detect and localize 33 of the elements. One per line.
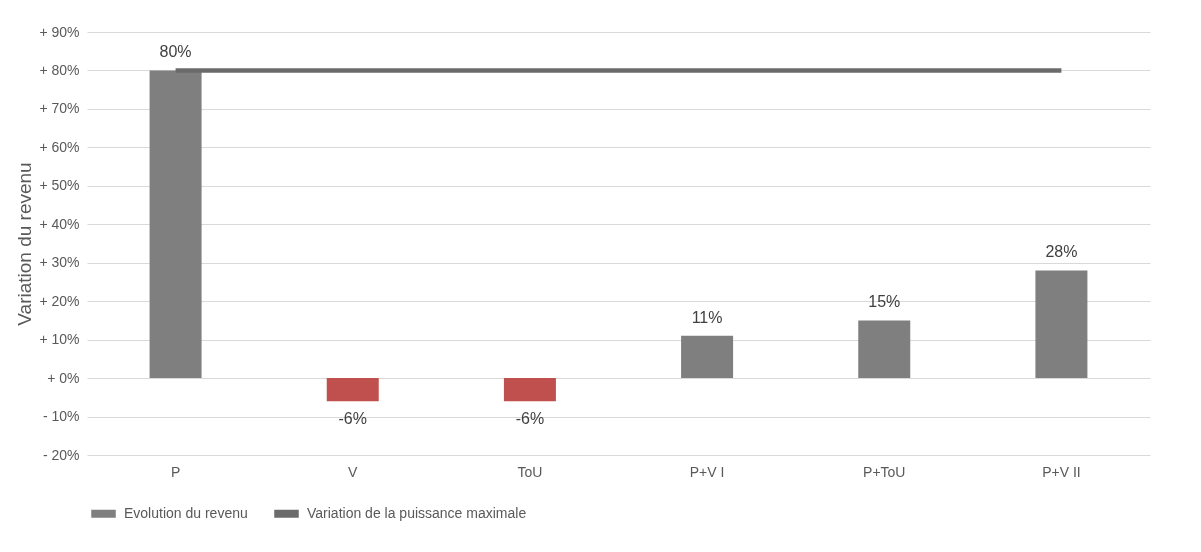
y-tick-label: + 0%	[47, 369, 80, 386]
y-tick-label: - 10%	[42, 408, 80, 425]
bar	[503, 378, 556, 402]
y-tick-label: + 40%	[39, 215, 80, 232]
y-axis-title: Variation du revenu	[14, 162, 36, 326]
x-tick-label: P	[170, 463, 181, 480]
legend-label: Variation de la puissance maximale	[307, 504, 527, 521]
y-tick-label: + 60%	[39, 138, 80, 155]
y-tick-label: + 50%	[39, 177, 80, 194]
bar	[858, 320, 911, 379]
data-label: 80%	[159, 43, 192, 61]
y-tick-label: + 10%	[39, 331, 80, 348]
y-tick-label: - 20%	[42, 446, 80, 463]
data-label: 11%	[691, 308, 723, 326]
data-label: -6%	[515, 410, 545, 428]
y-tick-label: + 30%	[39, 254, 80, 271]
y-tick-label: + 20%	[39, 292, 80, 309]
y-tick-label: + 70%	[39, 100, 80, 117]
x-tick-label: P+ToU	[863, 463, 906, 480]
data-label: 15%	[868, 293, 901, 311]
y-tick-label: + 80%	[39, 61, 80, 78]
x-tick-label: P+V I	[689, 463, 725, 480]
data-label: 28%	[1045, 243, 1078, 261]
data-label: -6%	[338, 410, 367, 428]
x-tick-label: ToU	[517, 463, 543, 480]
bar	[149, 70, 202, 379]
x-tick-label: V	[348, 463, 359, 480]
bar	[326, 378, 379, 402]
legend-label: Evolution du revenu	[124, 504, 248, 521]
bar	[1035, 270, 1088, 379]
y-tick-label: + 90%	[39, 23, 80, 40]
bar	[681, 335, 734, 379]
x-tick-label: P+V II	[1042, 463, 1081, 480]
